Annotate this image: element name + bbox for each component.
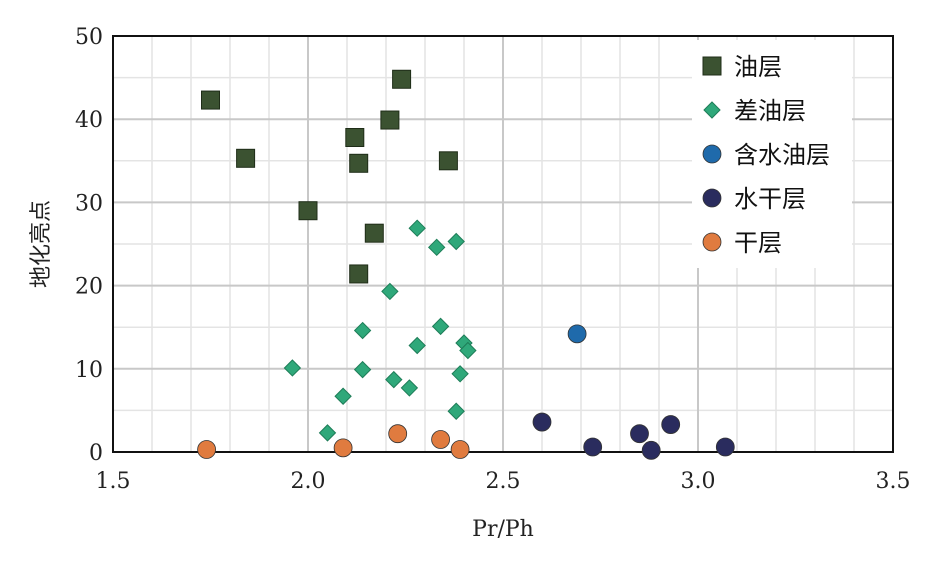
- y-tick-label: 30: [75, 191, 103, 216]
- x-tick-label: 2.5: [486, 469, 521, 494]
- data-point: [567, 324, 587, 344]
- y-tick-label: 40: [75, 108, 103, 133]
- legend-marker: [702, 232, 722, 252]
- data-point: [408, 219, 426, 237]
- legend-marker: [703, 101, 721, 119]
- plot-frame: [112, 35, 894, 453]
- data-point: [349, 153, 369, 173]
- data-point: [298, 201, 318, 221]
- y-axis-ticks: 0 10 20 30 40 50: [75, 25, 103, 466]
- data-point: [451, 365, 469, 383]
- legend-marker: [702, 56, 722, 76]
- data-point: [197, 440, 217, 459]
- data-point: [661, 415, 681, 434]
- y-axis-label: 地化亮点: [29, 200, 54, 288]
- data-point: [427, 238, 446, 257]
- data-point: [715, 437, 735, 457]
- data-point: [431, 430, 451, 449]
- data-point: [333, 438, 353, 458]
- data-point: [353, 360, 372, 379]
- series-3: [532, 412, 735, 460]
- data-point: [385, 370, 403, 389]
- legend-label: 含水油层: [734, 141, 830, 169]
- series-2: [567, 324, 587, 344]
- x-tick-label: 3.5: [876, 469, 911, 494]
- data-point: [236, 148, 256, 168]
- series-1: [283, 219, 477, 442]
- legend-marker: [702, 188, 722, 208]
- data-point: [450, 440, 470, 459]
- data-point: [447, 402, 465, 420]
- legend-label: 差油层: [734, 97, 806, 125]
- x-tick-label: 3.0: [681, 469, 716, 494]
- y-tick-label: 50: [75, 25, 103, 50]
- y-tick-label: 20: [75, 275, 103, 300]
- legend-marker: [702, 144, 722, 164]
- series-4: [197, 424, 470, 459]
- data-point: [532, 412, 552, 432]
- data-point: [438, 151, 458, 171]
- data-point: [318, 424, 337, 442]
- x-axis-ticks: 1.5 2.0 2.5 3.0 3.5: [96, 469, 911, 494]
- data-point: [345, 128, 365, 148]
- data-point: [431, 317, 450, 336]
- data-point: [381, 282, 399, 301]
- data-point: [630, 424, 649, 444]
- x-tick-label: 2.0: [291, 469, 326, 494]
- data-point: [408, 336, 426, 355]
- data-point: [364, 223, 384, 243]
- data-point: [641, 440, 661, 460]
- data-point: [392, 69, 412, 89]
- series-0: [201, 69, 458, 284]
- data-point: [380, 110, 400, 130]
- legend-label: 油层: [734, 53, 782, 81]
- data-point: [583, 437, 603, 457]
- x-tick-label: 1.5: [96, 469, 131, 494]
- data-point: [349, 264, 369, 284]
- x-axis-label: Pr/Ph: [472, 517, 534, 542]
- y-tick-label: 0: [89, 441, 103, 466]
- data-point: [334, 387, 352, 405]
- data-point: [400, 379, 419, 397]
- data-point: [283, 359, 302, 377]
- data-point: [459, 341, 477, 360]
- data-point: [353, 321, 372, 340]
- legend-label: 干层: [734, 229, 782, 257]
- data-point: [201, 90, 220, 110]
- y-tick-label: 10: [75, 358, 103, 383]
- legend-label: 水干层: [734, 185, 806, 213]
- data-point: [447, 232, 465, 251]
- data-point: [388, 424, 408, 444]
- data-points: [197, 69, 735, 460]
